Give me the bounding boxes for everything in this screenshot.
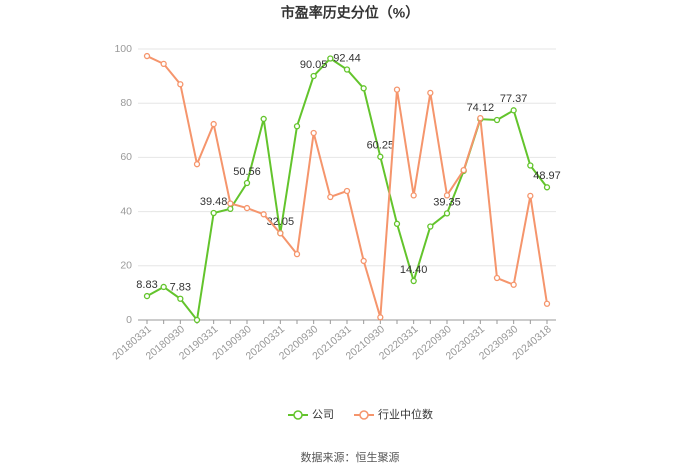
chart-title: 市盈率历史分位（%）: [281, 5, 419, 21]
data-point: [443, 210, 451, 217]
legend-marker: [293, 410, 303, 420]
data-point: [177, 295, 184, 302]
y-tick-label: 0: [126, 314, 132, 326]
legend-marker: [359, 410, 369, 420]
data-point: [160, 60, 167, 68]
data-point: [310, 72, 317, 80]
data-point: [143, 52, 151, 60]
data-point: [510, 107, 517, 114]
data-point: [460, 166, 467, 174]
data-label: 92.44: [333, 52, 361, 64]
data-point: [293, 250, 301, 258]
data-point: [377, 314, 384, 321]
data-label: 60.25: [367, 140, 395, 152]
data-point: [543, 184, 551, 191]
data-label: 39.48: [200, 196, 228, 208]
data-point: [327, 193, 334, 201]
data-point: [360, 257, 367, 265]
data-point: [327, 55, 334, 62]
legend-label: 公司: [312, 409, 334, 421]
y-tick-label: 60: [120, 151, 132, 163]
data-point: [510, 281, 517, 288]
data-point: [193, 316, 201, 324]
data-label: 8.83: [136, 279, 157, 291]
data-point: [260, 211, 267, 218]
data-point: [293, 123, 301, 130]
data-point: [193, 161, 201, 168]
series-line: [146, 55, 548, 318]
data-label: 48.97: [533, 170, 561, 182]
data-point: [477, 114, 484, 122]
y-tick-label: 40: [120, 205, 132, 217]
data-point: [443, 192, 451, 199]
data-point: [310, 129, 317, 137]
data-point: [277, 230, 284, 237]
data-point: [177, 81, 184, 88]
data-point: [543, 300, 551, 307]
data-point: [427, 223, 434, 230]
data-point: [493, 274, 501, 282]
data-point: [227, 200, 234, 207]
data-point: [493, 116, 501, 124]
data-point: [210, 120, 217, 128]
data-point: [343, 187, 351, 195]
data-point: [360, 85, 367, 92]
y-tick-label: 100: [114, 43, 132, 55]
data-point: [143, 292, 151, 300]
source-note: 数据来源：恒生聚源: [301, 450, 400, 464]
data-point: [243, 204, 251, 212]
data-label: 14.40: [400, 264, 428, 276]
data-label: 39.35: [433, 196, 461, 208]
data-point: [410, 277, 417, 285]
data-point: [527, 192, 534, 200]
data-point: [210, 209, 217, 217]
data-point: [243, 179, 251, 187]
y-tick-label: 20: [120, 260, 132, 272]
data-label: 77.37: [500, 93, 528, 105]
data-point: [427, 89, 434, 97]
data-point: [393, 86, 401, 93]
data-point: [410, 192, 417, 199]
data-label: 90.05: [300, 59, 328, 71]
data-point: [393, 220, 401, 227]
y-tick-label: 80: [120, 97, 132, 109]
data-point: [160, 283, 167, 291]
data-point: [377, 153, 384, 160]
data-point: [227, 205, 234, 213]
data-point: [343, 66, 351, 73]
data-label: 7.83: [170, 282, 191, 294]
legend-label: 行业中位数: [378, 407, 433, 421]
data-point: [527, 162, 534, 169]
data-label: 74.12: [467, 102, 495, 114]
data-label: 50.56: [233, 166, 261, 178]
data-point: [260, 115, 267, 123]
